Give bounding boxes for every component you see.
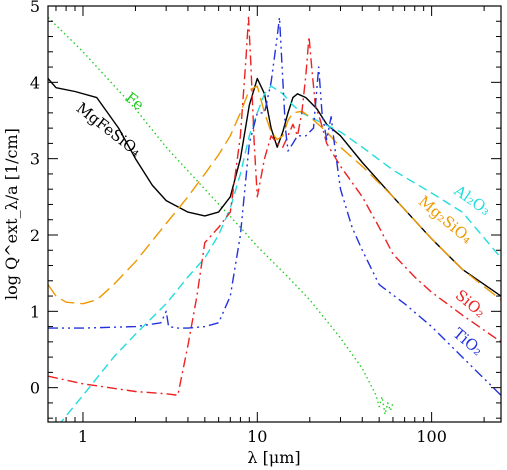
y-tick-label: 5 (30, 0, 40, 16)
ticks-layer: 1 10 100 0 1 2 3 4 5 (30, 0, 501, 446)
y-tick-label: 4 (30, 73, 40, 92)
y-tick-label: 2 (30, 226, 40, 245)
series-line-4 (48, 16, 501, 396)
y-axis-title: log Q^ext_λ/a [1/cm] (2, 128, 21, 300)
x-axis-title: λ [μm] (247, 448, 300, 467)
series-label-0: Fe (122, 89, 148, 115)
y-tick-label: 3 (30, 150, 40, 169)
series-line-5 (48, 16, 501, 396)
y-tick-label: 1 (30, 302, 40, 321)
x-tick-label: 100 (416, 427, 447, 446)
series-label-4: SiO₂ (452, 286, 489, 321)
series-label-5: TiO₂ (450, 324, 487, 359)
y-tick-label: 0 (30, 379, 40, 398)
series-layer (48, 16, 501, 422)
plot-frame (47, 5, 502, 423)
series-line-3 (48, 85, 501, 305)
x-tick-label: 1 (78, 427, 88, 446)
series-label-2: Al₂O₃ (450, 181, 494, 219)
series-line-2 (60, 85, 501, 422)
x-tick-label: 10 (247, 427, 267, 446)
series-line-1 (48, 77, 501, 297)
series-line-0 (48, 16, 394, 416)
